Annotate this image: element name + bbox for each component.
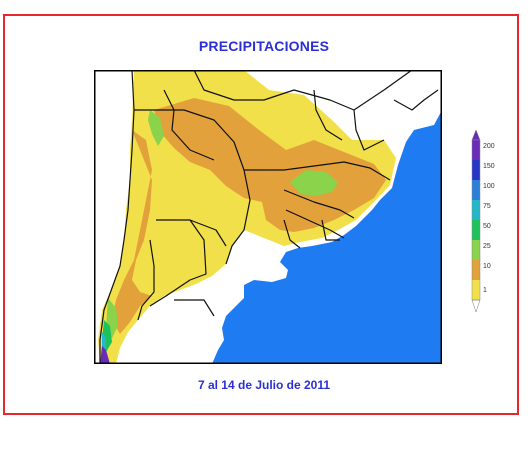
legend-tick-label: 50 [483,223,491,230]
date-range-label: 7 al 14 de Julio de 2011 [197,378,331,392]
legend-tick-label: 1 [483,287,487,294]
legend-tick-label: 25 [483,243,491,250]
precip-25-50-west [148,110,164,146]
precip-25-50-north [290,170,338,196]
legend-tick-label: 75 [483,203,491,210]
legend-tick-label: 100 [483,183,495,190]
map-border [94,70,442,364]
precipitation-map [94,70,442,364]
legend-tick-label: 200 [483,143,495,150]
legend-tick-label: 10 [483,263,491,270]
legend-top-arrow [471,129,481,141]
legend-swatch-5 [472,240,480,260]
legend-swatch-3 [472,200,480,220]
precip-10-25 [154,98,386,232]
administrative-borders [99,70,439,364]
legend-bottom-arrow [471,299,481,313]
legend-swatch-4 [472,220,480,240]
legend-swatch-0 [472,140,480,160]
precipitation-legend: 200 150 100 75 50 25 10 1 [471,129,495,313]
legend-swatch-7 [472,280,480,300]
precip-150-200 [100,346,110,364]
legend-tick-label: 150 [483,163,495,170]
legend-swatch-1 [472,160,480,180]
map-title: PRECIPITACIONES [198,38,330,54]
legend-swatch-2 [472,180,480,200]
legend-swatch-6 [472,260,480,280]
